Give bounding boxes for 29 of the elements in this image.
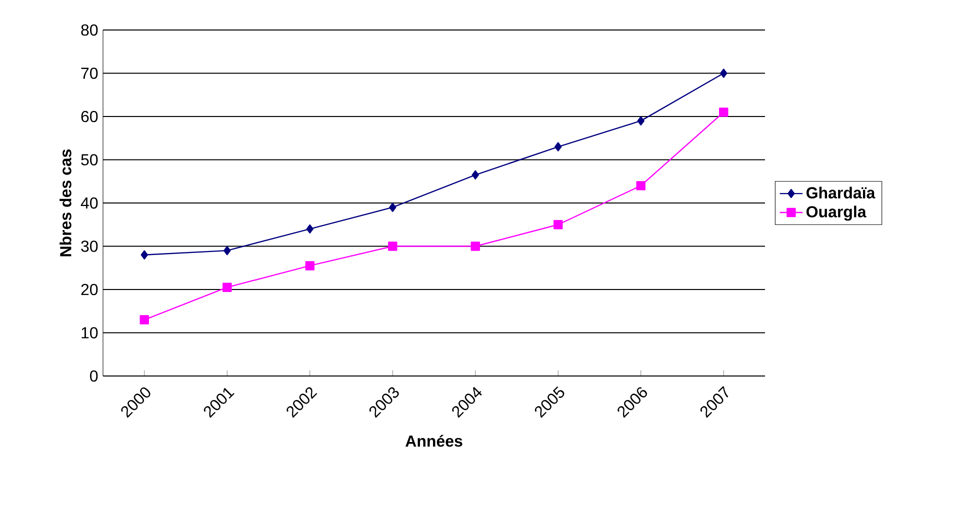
y-tick-label: 20	[81, 284, 98, 296]
point	[140, 315, 149, 324]
point	[224, 246, 231, 256]
point	[636, 181, 646, 190]
point	[305, 261, 314, 270]
point	[554, 142, 562, 152]
y-tick-label: 70	[81, 68, 98, 79]
legend-label: Ghardaïa	[806, 186, 876, 198]
point	[306, 224, 314, 234]
point	[388, 242, 398, 251]
y-tick-label: 10	[82, 327, 98, 338]
point	[720, 68, 728, 78]
y-tick-label: 80	[81, 24, 98, 36]
point	[554, 220, 563, 230]
point	[470, 242, 480, 251]
y-tick-label: 60	[81, 110, 98, 122]
x-axis-title: Années	[406, 434, 462, 447]
y-tick-label: 30	[81, 240, 98, 252]
point	[389, 202, 396, 212]
y-axis-title: Nbres des cas	[60, 149, 72, 256]
legend-label: Ouargla	[806, 206, 866, 221]
point	[719, 108, 728, 117]
point	[472, 170, 479, 180]
y-tick-label: 50	[81, 154, 98, 166]
y-tick-label: 40	[80, 197, 98, 209]
point	[222, 282, 232, 292]
y-tick-label: 0	[90, 370, 98, 382]
point	[637, 116, 644, 126]
point	[140, 250, 148, 260]
